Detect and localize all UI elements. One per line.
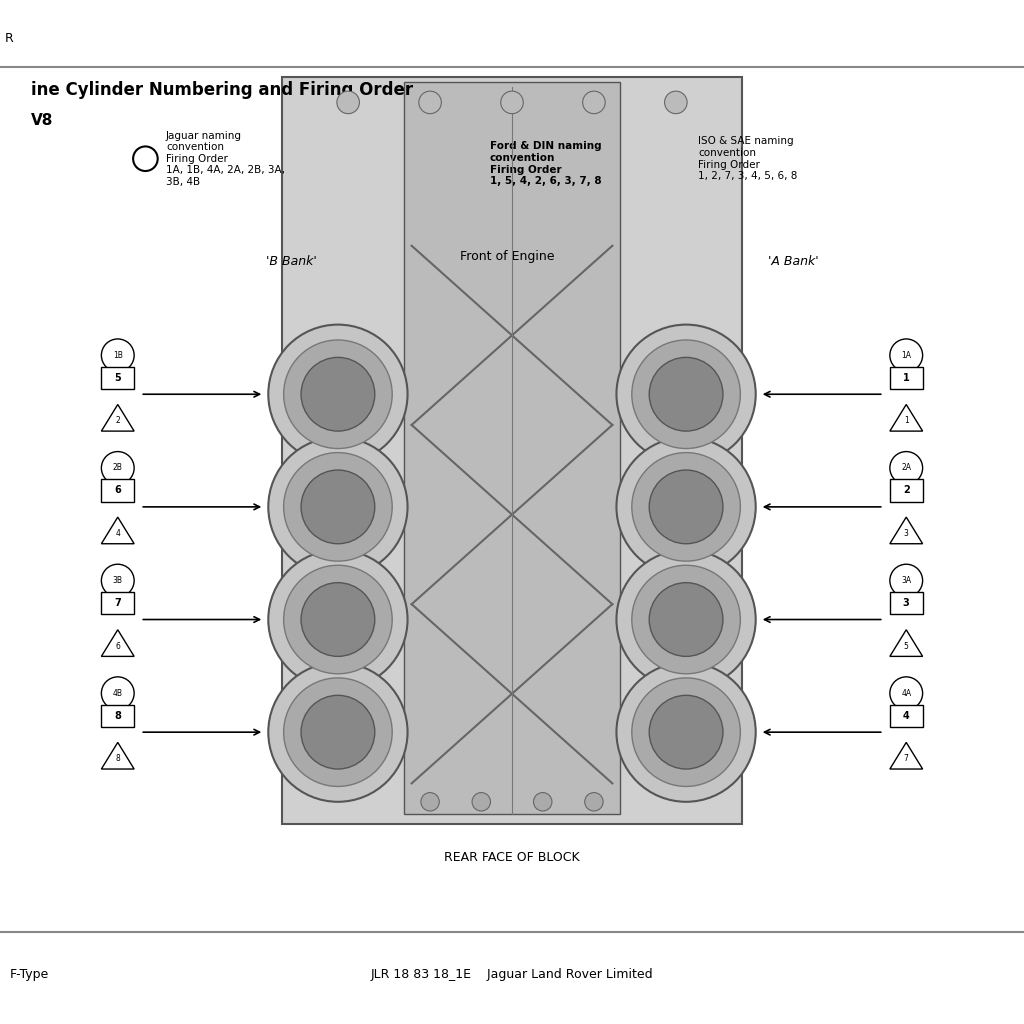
Text: 3: 3	[903, 598, 909, 608]
FancyBboxPatch shape	[890, 367, 923, 389]
Circle shape	[268, 663, 408, 802]
Circle shape	[284, 565, 392, 674]
Text: 5: 5	[115, 373, 121, 383]
Text: 8: 8	[115, 711, 121, 721]
FancyBboxPatch shape	[449, 118, 642, 212]
Circle shape	[616, 325, 756, 464]
FancyBboxPatch shape	[890, 479, 923, 502]
Circle shape	[268, 325, 408, 464]
Text: 7: 7	[904, 755, 908, 763]
Text: 3B: 3B	[113, 577, 123, 585]
FancyBboxPatch shape	[101, 367, 134, 389]
Text: 4: 4	[116, 529, 120, 538]
Circle shape	[616, 663, 756, 802]
Text: 1B: 1B	[113, 351, 123, 359]
Text: 4A: 4A	[901, 689, 911, 697]
Circle shape	[472, 793, 490, 811]
Circle shape	[284, 340, 392, 449]
Circle shape	[665, 91, 687, 114]
Text: 2: 2	[116, 417, 120, 425]
Text: ISO & SAE naming
convention
Firing Order
1, 2, 7, 3, 4, 5, 6, 8: ISO & SAE naming convention Firing Order…	[698, 136, 798, 181]
Text: 3A: 3A	[901, 577, 911, 585]
Text: Jaguar naming
convention
Firing Order
1A, 1B, 4A, 2A, 2B, 3A,
3B, 4B: Jaguar naming convention Firing Order 1A…	[166, 130, 285, 187]
FancyBboxPatch shape	[101, 479, 134, 502]
FancyBboxPatch shape	[101, 705, 134, 727]
Text: 3: 3	[904, 529, 908, 538]
Text: V8: V8	[31, 114, 53, 128]
Text: REAR FACE OF BLOCK: REAR FACE OF BLOCK	[444, 851, 580, 863]
Text: 8: 8	[116, 755, 120, 763]
Text: 1: 1	[904, 417, 908, 425]
Text: 6: 6	[115, 485, 121, 496]
FancyBboxPatch shape	[101, 592, 134, 614]
FancyBboxPatch shape	[420, 165, 440, 187]
Text: 1A: 1A	[901, 351, 911, 359]
Circle shape	[583, 91, 605, 114]
Circle shape	[616, 437, 756, 577]
Text: 'B Bank': 'B Bank'	[266, 255, 317, 267]
Circle shape	[301, 357, 375, 431]
Circle shape	[632, 340, 740, 449]
Circle shape	[284, 453, 392, 561]
Circle shape	[534, 793, 552, 811]
Circle shape	[284, 678, 392, 786]
Circle shape	[419, 91, 441, 114]
Circle shape	[632, 678, 740, 786]
Circle shape	[649, 695, 723, 769]
Text: Front of Engine: Front of Engine	[460, 250, 554, 263]
FancyBboxPatch shape	[890, 592, 923, 614]
FancyBboxPatch shape	[282, 77, 742, 824]
Text: 6: 6	[116, 642, 120, 650]
Text: 7: 7	[115, 598, 121, 608]
Text: 4: 4	[903, 711, 909, 721]
Text: 2B: 2B	[113, 464, 123, 472]
Circle shape	[501, 91, 523, 114]
Text: JLR 18 83 18_1E    Jaguar Land Rover Limited: JLR 18 83 18_1E Jaguar Land Rover Limite…	[371, 969, 653, 981]
Circle shape	[421, 793, 439, 811]
Circle shape	[632, 565, 740, 674]
Circle shape	[649, 470, 723, 544]
Circle shape	[649, 583, 723, 656]
Text: 1: 1	[903, 373, 909, 383]
Circle shape	[268, 437, 408, 577]
Text: F-Type: F-Type	[10, 969, 49, 981]
Circle shape	[649, 357, 723, 431]
Circle shape	[585, 793, 603, 811]
Circle shape	[632, 453, 740, 561]
Circle shape	[268, 550, 408, 689]
Text: 'A Bank': 'A Bank'	[768, 255, 819, 267]
Text: 5: 5	[904, 642, 908, 650]
Text: 2: 2	[903, 485, 909, 496]
FancyArrow shape	[497, 276, 517, 312]
Text: Ford & DIN naming
convention
Firing Order
1, 5, 4, 2, 6, 3, 7, 8: Ford & DIN naming convention Firing Orde…	[489, 141, 602, 186]
Text: 2A: 2A	[901, 464, 911, 472]
Circle shape	[337, 91, 359, 114]
Circle shape	[301, 470, 375, 544]
Text: 4B: 4B	[113, 689, 123, 697]
FancyBboxPatch shape	[404, 82, 620, 814]
Text: R: R	[5, 33, 14, 45]
Text: ine Cylinder Numbering and Firing Order: ine Cylinder Numbering and Firing Order	[31, 81, 413, 99]
Circle shape	[301, 695, 375, 769]
Circle shape	[616, 550, 756, 689]
Circle shape	[301, 583, 375, 656]
FancyBboxPatch shape	[890, 705, 923, 727]
